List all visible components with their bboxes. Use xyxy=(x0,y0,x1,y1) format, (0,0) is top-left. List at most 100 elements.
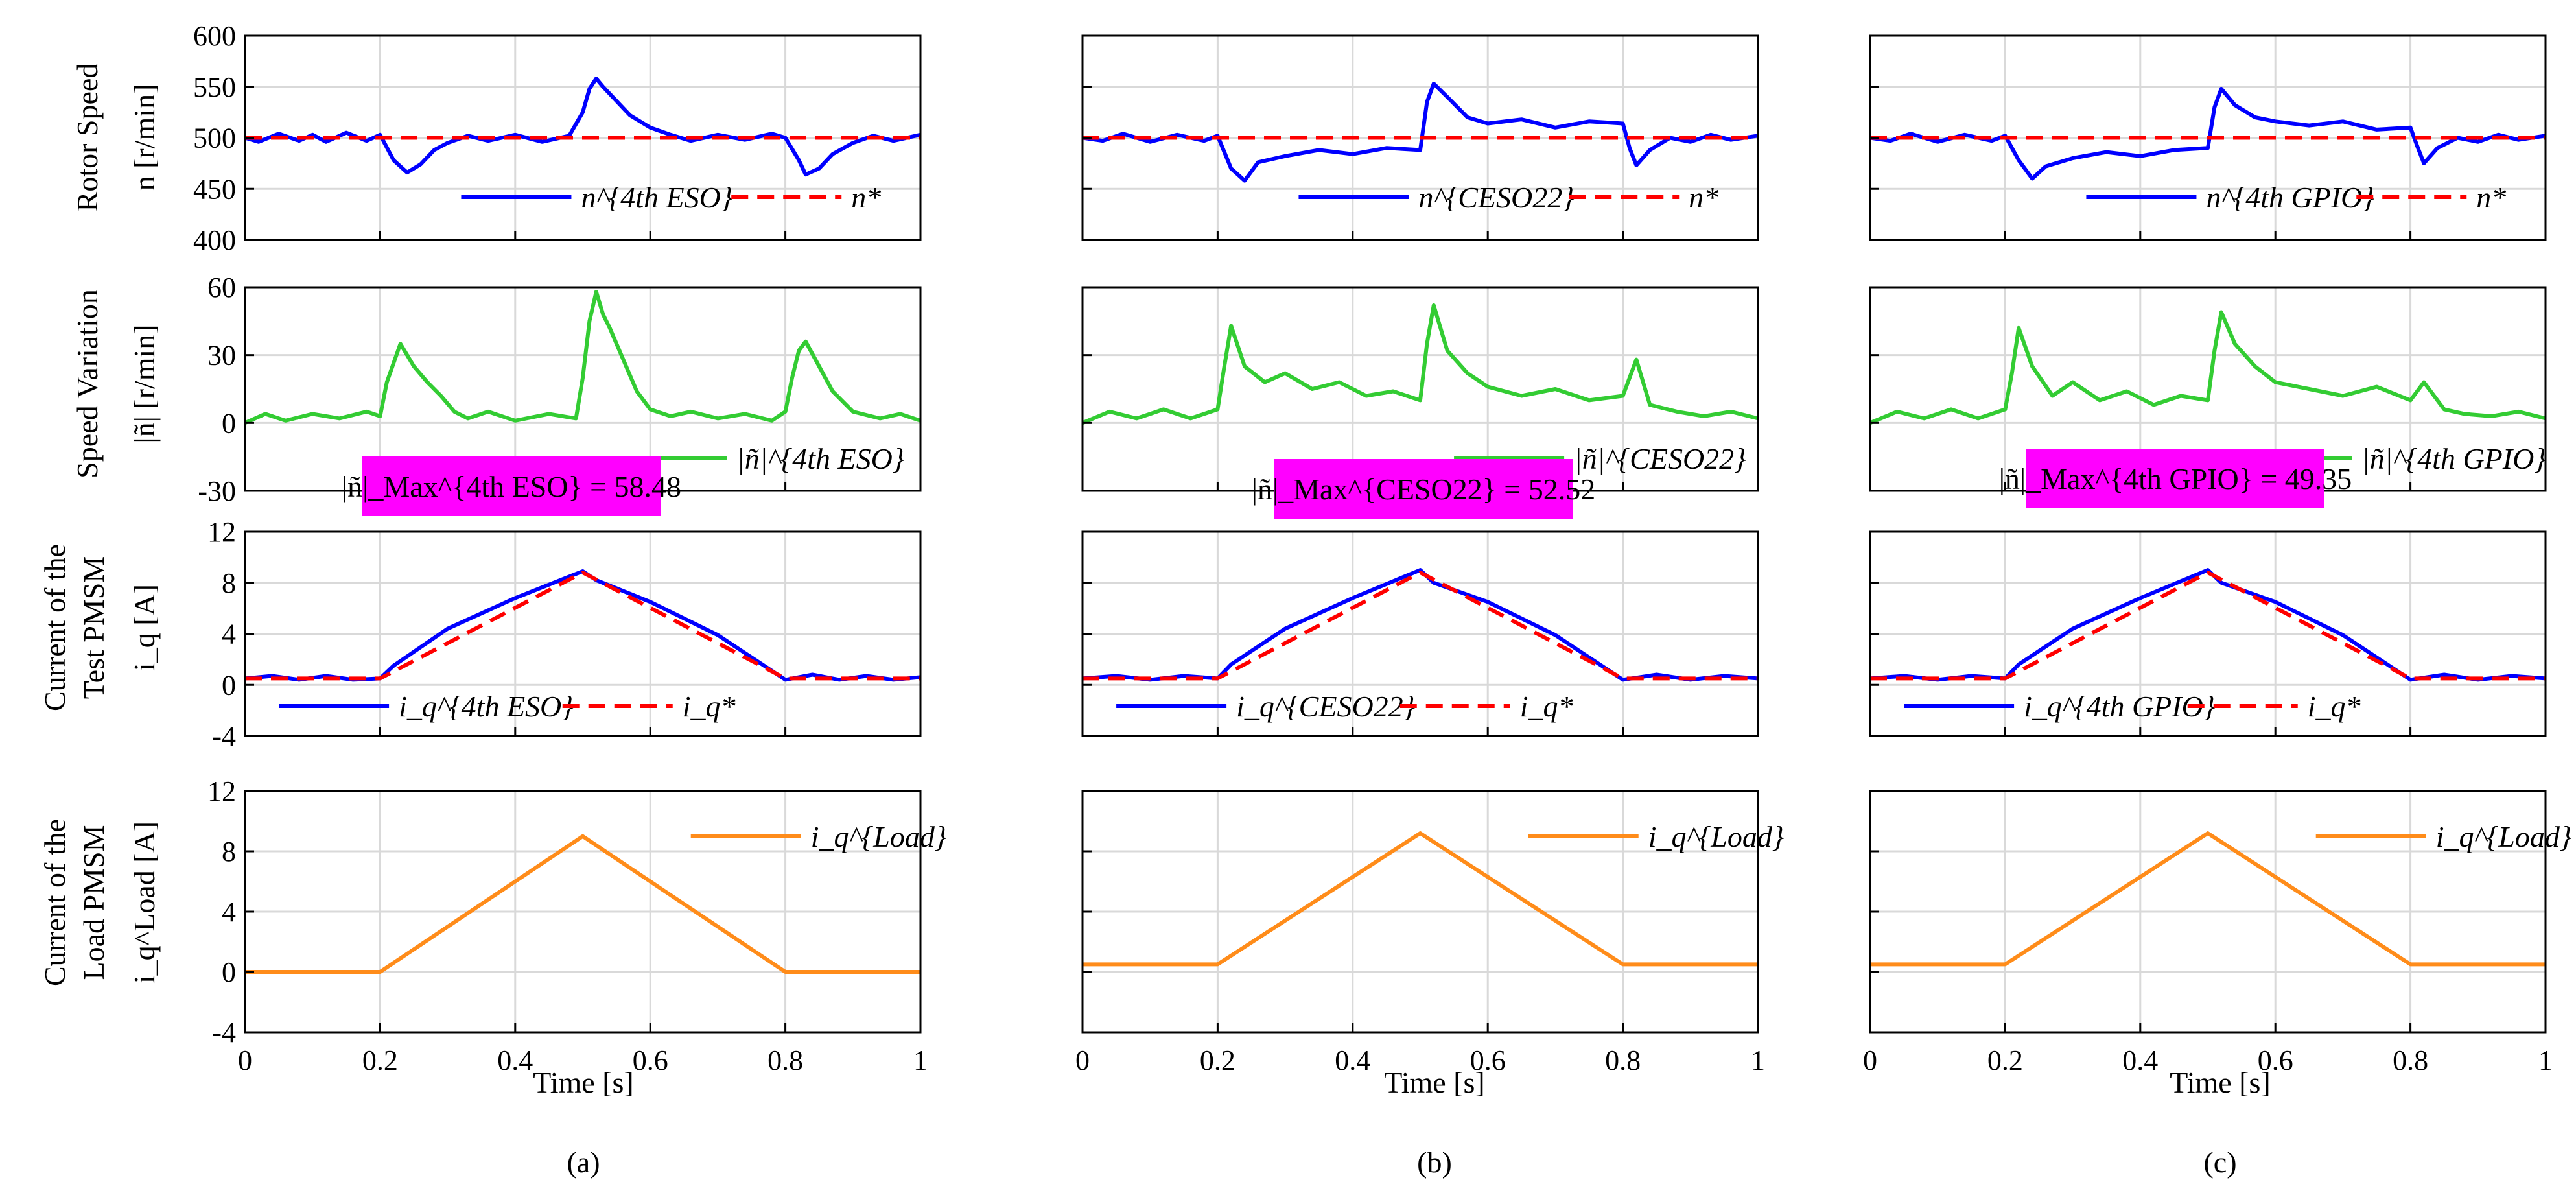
x-tick-label-0: 0 xyxy=(1863,1045,1877,1076)
x-tick-label-0: 0 xyxy=(238,1045,252,1076)
x-tick-label-2: 0.4 xyxy=(2122,1045,2158,1076)
annotation-box xyxy=(1274,459,1573,519)
legend-label-0: i_q^{CESO22} xyxy=(1236,690,1415,723)
subplot-2-3: i_q^{CESO22} i_q* |ñ|_Max^{CESO22} = 52.52 xyxy=(1081,459,1759,737)
y-tick-label-2: 30 xyxy=(207,340,236,372)
x-tick-label-1: 0.2 xyxy=(362,1045,398,1076)
row-label-variation-line2: |ñ| [r/min] xyxy=(128,324,161,443)
y-tick-label-0: 400 xyxy=(193,224,236,256)
series-line-1-4-1 xyxy=(245,834,920,974)
y-tick-label-3: 550 xyxy=(193,71,236,103)
x-tick-label-5: 1 xyxy=(1751,1045,1765,1076)
row-label-load-line3: i_q^Load [A] xyxy=(128,821,161,984)
legend-label-1: i_q* xyxy=(2308,690,2361,723)
series-line-2-4-1 xyxy=(1083,831,1758,967)
row-label-variation-line1: Speed Variation xyxy=(71,289,104,478)
caption-a: (a) xyxy=(567,1146,600,1179)
x-tick-label-1: 0.2 xyxy=(1987,1045,2023,1076)
series-line-3-4-1 xyxy=(1870,831,2546,967)
annotation-text: |ñ|_Max^{CESO22} = 52.52 xyxy=(1252,473,1596,506)
captions: (a) (b) (c) xyxy=(567,1146,2236,1179)
x-tick-label-2: 0.4 xyxy=(1335,1045,1370,1076)
subplot-3-3: i_q^{4th GPIO} i_q* |ñ|_Max^{4th GPIO} = 4… xyxy=(1869,449,2547,737)
x-tick-label-0: 0 xyxy=(1075,1045,1090,1076)
row-label-load-line1: Current of the xyxy=(38,819,71,986)
series-line-3-3-1 xyxy=(1869,568,2546,682)
subplot-2-4: 0 0.2 0.4 0.6 0.8 1 i_q^{Load} xyxy=(1075,790,1785,1076)
row-label-test-line2: Test PMSM xyxy=(77,556,110,699)
row-label-speed-line1: Rotor Speed xyxy=(71,64,104,212)
legend-label-0: i_q^{Load} xyxy=(811,820,947,853)
x-label-a: Time [s] xyxy=(533,1066,634,1099)
legend-label-0: i_q^{Load} xyxy=(2436,820,2572,853)
legend-label-0: i_q^{4th GPIO} xyxy=(2024,690,2215,723)
x-tick-label-4: 0.8 xyxy=(1605,1045,1641,1076)
subplot-1-3: -4 0 4 8 12 i_q^{4th ESO} i_q* |ñ|_Max^{4th ESO… xyxy=(207,456,922,752)
series-line-1-3-2 xyxy=(245,571,920,681)
legend-label-1: n* xyxy=(2476,181,2506,214)
y-tick-label-2: 4 xyxy=(222,619,236,650)
x-tick-label-5: 1 xyxy=(2538,1045,2553,1076)
subplot-3-1: n^{4th GPIO} n* xyxy=(1869,34,2547,241)
series-line-3-1-1 xyxy=(1869,86,2546,181)
x-tick-label-5: 1 xyxy=(913,1045,928,1076)
x-tick-label-4: 0.8 xyxy=(767,1045,803,1076)
subplot-3-4: 0 0.2 0.4 0.6 0.8 1 i_q^{Load} xyxy=(1863,790,2572,1076)
series-line-1-2-1 xyxy=(244,290,921,425)
series-line-1-3-1 xyxy=(244,569,921,682)
series-line-2-2-1 xyxy=(1081,303,1759,425)
panel-column-2: n^{CESO22} n* |ñ|^{CESO22} i_q^{CESO22} i_q*… xyxy=(1075,34,1785,1076)
series-line-2-1-1 xyxy=(1082,82,1759,183)
y-tick-label-1: 0 xyxy=(222,956,236,988)
y-tick-label-2: 500 xyxy=(193,123,236,154)
row-labels: Rotor Speed n [r/min] Speed Variation |ñ… xyxy=(38,64,161,986)
x-tick-label-3: 0.6 xyxy=(2258,1045,2293,1076)
caption-c: (c) xyxy=(2203,1146,2236,1179)
legend-label-0: |ñ|^{4th ESO} xyxy=(736,442,904,475)
y-tick-label-1: 0 xyxy=(222,407,236,439)
row-label-speed-line2: n [r/min] xyxy=(128,84,161,191)
legend-label-0: |ñ|^{4th GPIO} xyxy=(2361,442,2546,475)
y-tick-label-0: -4 xyxy=(212,1017,236,1048)
row-label-test-line3: i_q [A] xyxy=(128,584,161,671)
legend-label-0: |ñ|^{CESO22} xyxy=(1574,442,1746,475)
series-line-3-2-1 xyxy=(1869,310,2546,425)
y-tick-label-1: 450 xyxy=(193,173,236,205)
caption-b: (b) xyxy=(1417,1146,1452,1179)
y-tick-label-2: 4 xyxy=(222,896,236,928)
series-line-3-3-2 xyxy=(1870,571,2546,681)
legend-label-0: i_q^{4th ESO} xyxy=(399,690,574,723)
x-tick-label-3: 0.6 xyxy=(633,1045,668,1076)
annotation-text: |ñ|_Max^{4th GPIO} = 49.35 xyxy=(1999,462,2352,495)
y-tick-label-3: 60 xyxy=(207,272,236,303)
panel-column-3: n^{4th GPIO} n*|ñ|^{4th GPIO}i_q^{4th GPI… xyxy=(1863,34,2572,1076)
y-tick-label-4: 12 xyxy=(207,775,236,807)
legend-label-1: n* xyxy=(851,181,881,214)
x-label-c: Time [s] xyxy=(2170,1066,2271,1099)
legend-label-0: n^{4th ESO} xyxy=(581,181,732,214)
y-tick-label-3: 8 xyxy=(222,836,236,868)
series-line-2-3-1 xyxy=(1082,568,1759,682)
x-axis-labels: Time [s] Time [s] Time [s] xyxy=(533,1066,2271,1099)
subplot-2-1: n^{CESO22} n* xyxy=(1081,34,1759,241)
x-tick-label-4: 0.8 xyxy=(2393,1045,2428,1076)
x-tick-label-3: 0.6 xyxy=(1470,1045,1506,1076)
annotation-box xyxy=(362,456,661,516)
x-label-b: Time [s] xyxy=(1384,1066,1485,1099)
y-tick-label-4: 12 xyxy=(207,516,236,548)
legend-label-1: i_q* xyxy=(683,690,736,723)
y-tick-label-4: 600 xyxy=(193,20,236,52)
x-tick-label-1: 0.2 xyxy=(1200,1045,1235,1076)
x-tick-label-2: 0.4 xyxy=(497,1045,533,1076)
y-tick-label-0: -30 xyxy=(198,475,236,507)
row-label-test-line1: Current of the xyxy=(38,544,71,711)
annotation-text: |ñ|_Max^{4th ESO} = 58.48 xyxy=(342,470,681,503)
row-label-load-line2: Load PMSM xyxy=(77,825,110,980)
series-line-2-3-2 xyxy=(1083,571,1758,681)
y-tick-label-0: -4 xyxy=(212,720,236,752)
legend-label-1: n* xyxy=(1689,181,1718,214)
legend-label-0: i_q^{Load} xyxy=(1648,820,1785,853)
y-tick-label-1: 0 xyxy=(222,669,236,701)
